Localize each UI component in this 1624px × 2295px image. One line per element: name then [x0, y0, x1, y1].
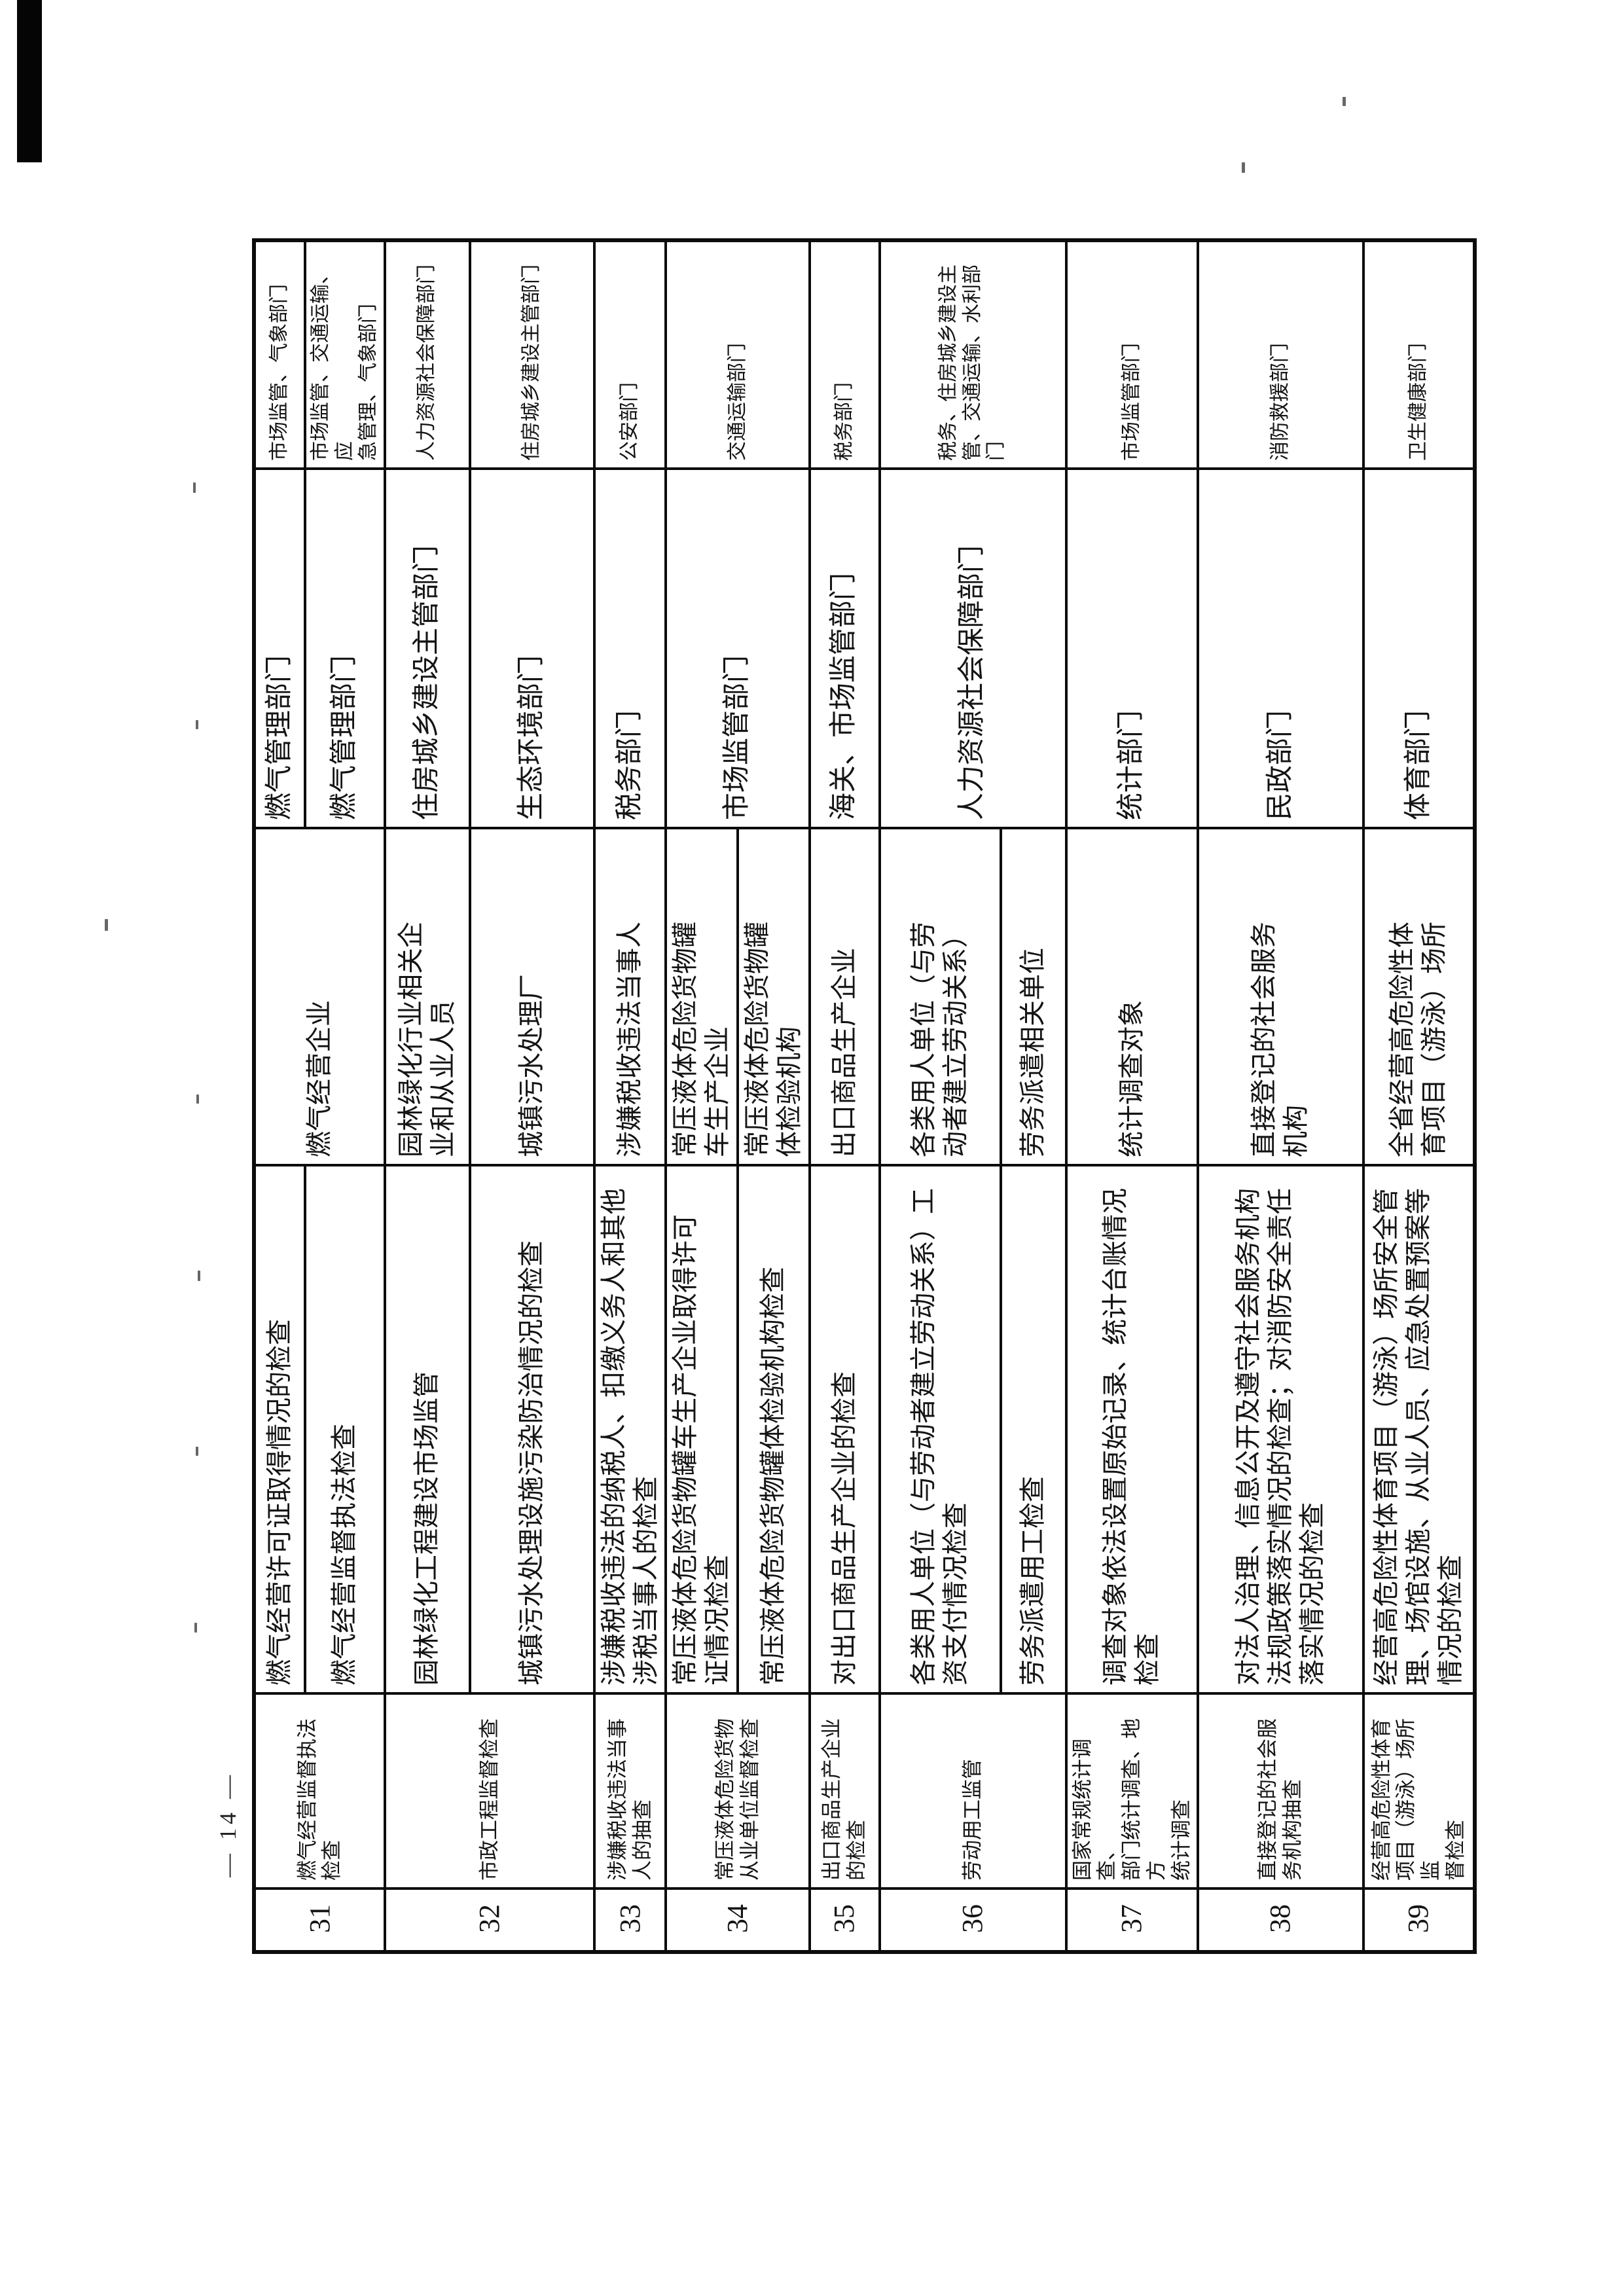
table-cell: 全省经营高危险性体 育项目（游泳）场所 — [1363, 828, 1475, 1165]
table-cell: 燃气经营企业 — [254, 828, 385, 1165]
table-cell: 税务部门 — [809, 240, 880, 469]
ink-speck-artifact — [194, 1623, 197, 1633]
table-cell: 市政工程监督检查 — [384, 1693, 594, 1888]
table-cell: 涉嫌税收违法当事 人的抽查 — [594, 1693, 666, 1888]
row-number-cell: 39 — [1363, 1888, 1475, 1952]
table-row: 31 燃气经营监督执法 检查 燃气经营许可证取得情况的检查 燃气经营企业 燃气管理部门市… — [254, 240, 385, 1952]
table-cell: 各类用人单位（与劳 动者建立劳动关系） — [879, 828, 1001, 1165]
table-cell: 公安部门 — [594, 240, 666, 469]
table-cell: 消防救援部门 — [1197, 240, 1363, 469]
table-cell: 城镇污水处理厂 — [469, 828, 594, 1165]
table-cell: 住房城乡建设主管部门 — [384, 469, 470, 828]
ink-speck-artifact — [1242, 162, 1245, 173]
table-cell: 燃气经营监督执法 检查 — [254, 1693, 385, 1888]
table-cell: 燃气经营监督执法检查 — [305, 1165, 385, 1693]
table-cell: 劳务派遣相关单位 — [1000, 828, 1066, 1165]
table-cell: 调查对象依法设置原始记录、统计台账情况 检查 — [1066, 1165, 1198, 1693]
table-cell: 对出口商品生产企业的检查 — [809, 1165, 880, 1693]
table-cell: 园林绿化工程建设市场监管 — [384, 1165, 470, 1693]
table-cell: 人力资源社会保障部门 — [384, 240, 470, 469]
table-cell: 常压液体危险货物罐车生产企业取得许可 证情况检查 — [666, 1165, 738, 1693]
table-cell: 统计调查对象 — [1066, 828, 1198, 1165]
table-cell: 直接登记的社会服 务机构抽查 — [1197, 1693, 1363, 1888]
row-number-cell: 38 — [1197, 1888, 1363, 1952]
table-cell: 劳务派遣用工检查 — [1000, 1165, 1066, 1693]
table-cell: 燃气管理部门 — [305, 469, 385, 828]
table-cell: 统计部门 — [1066, 469, 1198, 828]
table-row: 34 常压液体危险货物 从业单位监督检查 常压液体危险货物罐车生产企业取得许可 证情… — [666, 240, 810, 1952]
table-cell: 税务、住房城乡建设主 管、交通运输、水利部门 — [879, 240, 1066, 469]
rotated-table-wrapper: 31 燃气经营监督执法 检查 燃气经营许可证取得情况的检查 燃气经营企业 燃气管理部门市… — [252, 238, 1477, 1954]
table-row: 37 国家常规统计调查、 部门统计调查、地方 统计调查 调查对象依法设置原始记录、统… — [1066, 240, 1198, 1952]
table-row: 35 出口商品生产企业 的检查 对出口商品生产企业的检查 出口商品生产企业 海关、市场监… — [809, 240, 880, 1952]
ink-speck-artifact — [193, 482, 196, 493]
scanner-edge-artifact — [17, 0, 42, 162]
table-cell: 涉嫌税收违法当事人 — [594, 828, 666, 1165]
table-cell: 税务部门 — [594, 469, 666, 828]
table-cell: 常压液体危险货物罐 车生产企业 — [666, 828, 738, 1165]
row-number-cell: 32 — [384, 1888, 594, 1952]
table-cell: 园林绿化行业相关企 业和从业人员 — [384, 828, 470, 1165]
table-cell: 人力资源社会保障部门 — [879, 469, 1066, 828]
table-cell: 常压液体危险货物罐体检验机构检查 — [737, 1165, 810, 1693]
table-row: 32 市政工程监督检查 园林绿化工程建设市场监管 园林绿化行业相关企 业和从业人员 住房… — [384, 240, 594, 1952]
table-row: 33 涉嫌税收违法当事 人的抽查 涉嫌税收违法的纳税人、扣缴义务人和其他 涉税当事人… — [594, 240, 666, 1952]
table-cell: 市场监管、气象部门 — [254, 240, 305, 469]
table-cell: 涉嫌税收违法的纳税人、扣缴义务人和其他 涉税当事人的检查 — [594, 1165, 666, 1693]
table-cell: 常压液体危险货物 从业单位监督检查 — [666, 1693, 810, 1888]
table-cell: 国家常规统计调查、 部门统计调查、地方 统计调查 — [1066, 1693, 1198, 1888]
table-cell: 燃气管理部门 — [254, 469, 305, 828]
row-number-cell: 37 — [1066, 1888, 1198, 1952]
table-cell: 出口商品生产企业 的检查 — [809, 1693, 880, 1888]
page-number: — 14 — — [215, 1771, 241, 1877]
table-cell: 常压液体危险货物罐 体检验机构 — [737, 828, 810, 1165]
table-row: 38 直接登记的社会服 务机构抽查 对法人治理、信息公开及遵守社会服务机构 法规政策… — [1197, 240, 1363, 1952]
table-cell: 卫生健康部门 — [1363, 240, 1475, 469]
table-cell: 各类用人单位（与劳动者建立劳动关系）工 资支付情况检查 — [879, 1165, 1001, 1693]
ink-speck-artifact — [196, 1094, 199, 1104]
table-cell: 交通运输部门 — [666, 240, 810, 469]
row-number-cell: 36 — [879, 1888, 1066, 1952]
ink-speck-artifact — [196, 1447, 198, 1456]
table-cell: 海关、市场监管部门 — [809, 469, 880, 828]
row-number-cell: 35 — [809, 1888, 880, 1952]
row-number-cell: 33 — [594, 1888, 666, 1952]
ink-speck-artifact — [105, 919, 108, 931]
table-cell: 经营高危险性体育项目（游泳）场所安全管 理、场馆设施、从业人员、应急处置预案等 … — [1363, 1165, 1475, 1693]
table-cell: 住房城乡建设主管部门 — [469, 240, 594, 469]
inspection-items-table: 31 燃气经营监督执法 检查 燃气经营许可证取得情况的检查 燃气经营企业 燃气管理部门市… — [252, 238, 1477, 1954]
table-cell: 直接登记的社会服务 机构 — [1197, 828, 1363, 1165]
table-cell: 经营高危险性体育 项目（游泳）场所监 督检查 — [1363, 1693, 1475, 1888]
table-row: 36 劳动用工监管 各类用人单位（与劳动者建立劳动关系）工 资支付情况检查 各类用人单… — [879, 240, 1066, 1952]
table-cell: 燃气经营许可证取得情况的检查 — [254, 1165, 305, 1693]
table-body: 31 燃气经营监督执法 检查 燃气经营许可证取得情况的检查 燃气经营企业 燃气管理部门市… — [254, 240, 1475, 1952]
table-cell: 生态环境部门 — [469, 469, 594, 828]
ink-speck-artifact — [198, 1271, 200, 1281]
table-cell: 体育部门 — [1363, 469, 1475, 828]
row-number-cell: 31 — [254, 1888, 385, 1952]
ink-speck-artifact — [1343, 97, 1346, 106]
table-cell: 市场监管部门 — [666, 469, 810, 828]
table-cell: 市场监管部门 — [1066, 240, 1198, 469]
table-cell: 民政部门 — [1197, 469, 1363, 828]
table-rotation-frame: 31 燃气经营监督执法 检查 燃气经营许可证取得情况的检查 燃气经营企业 燃气管理部门市… — [252, 238, 1477, 1954]
table-row: 39 经营高危险性体育 项目（游泳）场所监 督检查 经营高危险性体育项目（游泳）场所… — [1363, 240, 1475, 1952]
row-number-cell: 34 — [666, 1888, 810, 1952]
table-cell: 对法人治理、信息公开及遵守社会服务机构 法规政策落实情况的检查；对消防安全责任 … — [1197, 1165, 1363, 1693]
ink-speck-artifact — [196, 720, 198, 729]
table-cell: 市场监管、交通运输、应 急管理、气象部门 — [305, 240, 385, 469]
table-cell: 劳动用工监管 — [879, 1693, 1066, 1888]
table-cell: 出口商品生产企业 — [809, 828, 880, 1165]
table-cell: 城镇污水处理设施污染防治情况的检查 — [469, 1165, 594, 1693]
